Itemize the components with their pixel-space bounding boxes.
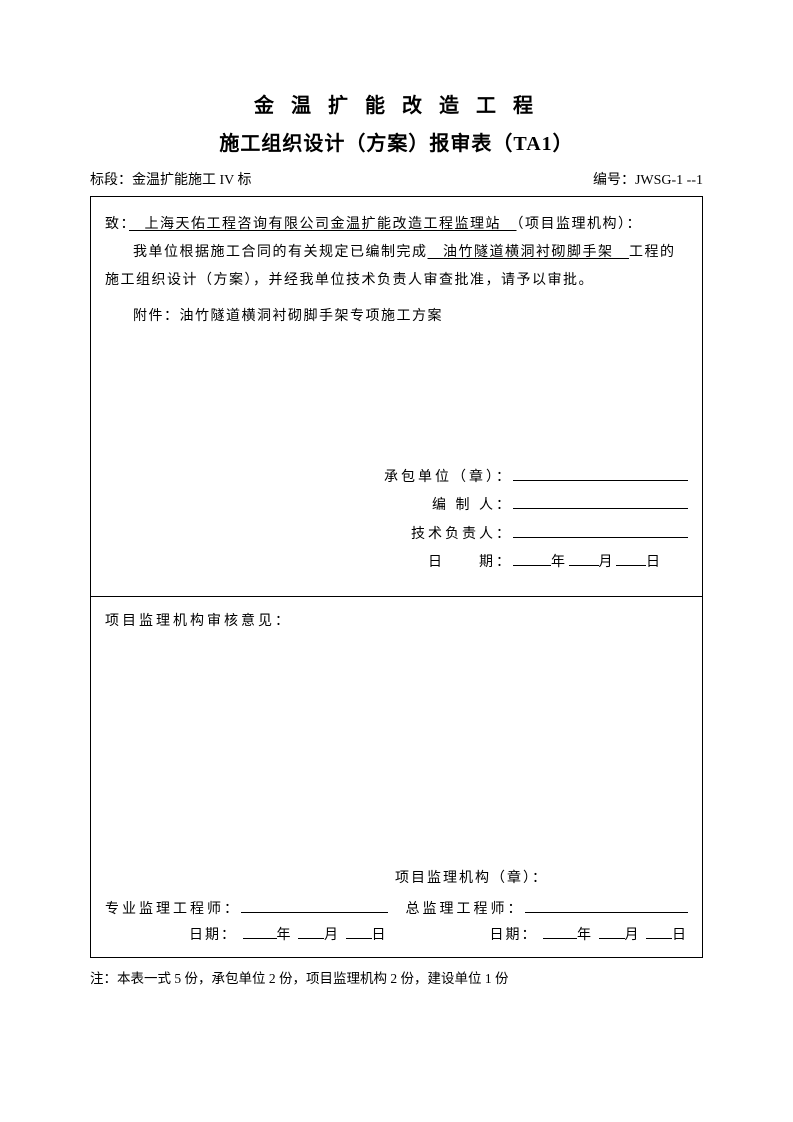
to-underlined: 上海天佑工程咨询有限公司金温扩能改造工程监理站	[129, 217, 517, 232]
year-char: 年	[551, 555, 565, 570]
day-char: 日	[646, 555, 660, 570]
bottom-cell: 项目监理机构审核意见： 项目监理机构（章）： 专业监理工程师： 日期： 年 月 …	[91, 597, 702, 957]
engineers-row: 专业监理工程师： 日期： 年 月 日 总监理工程师：	[105, 899, 688, 948]
date-row-right: 日期： 年 月 日	[406, 925, 689, 947]
signature-block: 承包单位（章）： 编 制 人： 技术负责人： 日 期： 年 月 日	[378, 467, 688, 581]
body-para: 我单位根据施工合同的有关规定已编制完成 油竹隧道横洞衬砌脚手架 工程的施工组织设…	[105, 239, 688, 295]
chief-eng-line	[525, 899, 689, 913]
chief-eng-label: 总监理工程师：	[406, 899, 525, 921]
year-l	[243, 925, 277, 939]
header-row: 标段：金温扩能施工 IV 标 编号：JWSG-1 --1	[90, 170, 703, 192]
section-value: 金温扩能施工 IV 标	[132, 173, 252, 188]
month-l	[298, 925, 324, 939]
contractor-label: 承包单位（章）：	[378, 467, 513, 489]
to-prefix: 致：	[105, 217, 129, 232]
techlead-row: 技术负责人：	[378, 524, 688, 546]
doc-title-line1: 金 温 扩 能 改 造 工 程	[90, 90, 703, 122]
date-label-left: 日期：	[189, 928, 237, 943]
section-label: 标段：	[90, 173, 132, 188]
techlead-label: 技术负责人：	[378, 524, 513, 546]
preparer-label: 编 制 人：	[378, 495, 513, 517]
techlead-line	[513, 524, 688, 538]
top-cell: 致： 上海天佑工程咨询有限公司金温扩能改造工程监理站 （项目监理机构）： 我单位…	[91, 197, 702, 597]
date-row-left: 日期： 年 月 日	[105, 925, 388, 947]
to-line: 致： 上海天佑工程咨询有限公司金温扩能改造工程监理站 （项目监理机构）：	[105, 211, 688, 239]
month-char: 月	[599, 555, 613, 570]
body-underlined: 油竹隧道横洞衬砌脚手架	[428, 245, 630, 260]
day-r	[646, 925, 672, 939]
date-row-top: 日 期： 年 月 日	[378, 552, 688, 574]
preparer-line	[513, 495, 688, 509]
year-r	[543, 925, 577, 939]
number-field: 编号：JWSG-1 --1	[593, 170, 703, 192]
number-label: 编号：	[593, 173, 635, 188]
attach-line: 附件：油竹隧道横洞衬砌脚手架专项施工方案	[105, 303, 688, 331]
spec-eng-line	[241, 899, 388, 913]
date-label-top: 日 期：	[378, 552, 513, 574]
footnote: 注：本表一式 5 份，承包单位 2 份，项目监理机构 2 份，建设单位 1 份	[90, 968, 703, 990]
review-signature-block: 项目监理机构（章）： 专业监理工程师： 日期： 年 月 日	[105, 868, 688, 947]
year-field-top	[513, 552, 551, 566]
date-label-right: 日期：	[490, 928, 538, 943]
body-prefix: 我单位根据施工合同的有关规定已编制完成	[133, 245, 428, 260]
section-field: 标段：金温扩能施工 IV 标	[90, 170, 252, 192]
chief-eng-row: 总监理工程师：	[406, 899, 689, 921]
attach-label: 附件：	[133, 309, 180, 324]
doc-title-line2: 施工组织设计（方案）报审表（TA1）	[90, 128, 703, 160]
spec-eng-row: 专业监理工程师：	[105, 899, 388, 921]
preparer-row: 编 制 人：	[378, 495, 688, 517]
contractor-row: 承包单位（章）：	[378, 467, 688, 489]
agency-label: 项目监理机构（章）：	[105, 868, 688, 890]
to-suffix: （项目监理机构）：	[517, 217, 643, 232]
review-title: 项目监理机构审核意见：	[105, 611, 688, 633]
number-value: JWSG-1 --1	[635, 173, 703, 188]
attach-value: 油竹隧道横洞衬砌脚手架专项施工方案	[180, 309, 444, 324]
contractor-line	[513, 467, 688, 481]
month-field-top	[569, 552, 599, 566]
day-l	[346, 925, 372, 939]
form-box: 致： 上海天佑工程咨询有限公司金温扩能改造工程监理站 （项目监理机构）： 我单位…	[90, 196, 703, 958]
month-r	[599, 925, 625, 939]
day-field-top	[616, 552, 646, 566]
spec-eng-label: 专业监理工程师：	[105, 899, 241, 921]
